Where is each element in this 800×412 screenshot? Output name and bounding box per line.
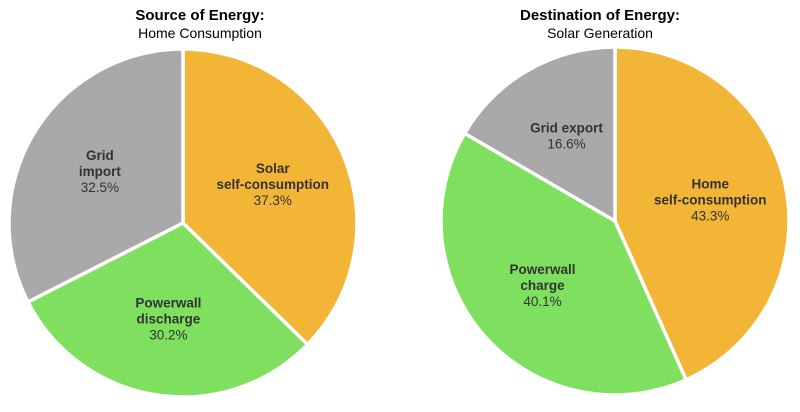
destination-of-energy-chart: Destination of Energy: Solar Generation … xyxy=(400,0,800,412)
slice-value-label: 37.3% xyxy=(254,193,292,208)
chart-subtitle: Home Consumption xyxy=(138,25,262,41)
slice-value-label: 30.2% xyxy=(149,327,187,342)
slice-value-label: 16.6% xyxy=(547,137,585,152)
pie-slice-home-self-consumption xyxy=(613,45,791,382)
pie-slice-grid-import xyxy=(7,47,185,304)
pie-slice-grid-export xyxy=(462,45,617,223)
slice-label: discharge xyxy=(136,311,200,326)
slice-label: self-consumption xyxy=(217,177,330,192)
slice-label: Solar xyxy=(256,161,291,176)
chart-title: Destination of Energy: xyxy=(519,7,680,24)
slice-value-label: 40.1% xyxy=(523,294,561,309)
pie-slice-solar-self-consumption xyxy=(181,47,359,347)
slice-label: Powerwall xyxy=(135,295,201,310)
chart-subtitle: Solar Generation xyxy=(547,25,653,41)
slice-label: charge xyxy=(520,278,565,293)
slice-label: import xyxy=(79,164,122,179)
chart-title: Source of Energy: xyxy=(135,7,265,24)
slice-label: Grid export xyxy=(530,121,603,136)
slice-label: self-consumption xyxy=(654,193,767,208)
slice-label: Grid xyxy=(86,148,114,163)
pie-slice-powerwall-charge xyxy=(439,131,688,397)
slice-label: Powerwall xyxy=(510,262,576,277)
slice-label: Home xyxy=(692,177,730,192)
slice-value-label: 43.3% xyxy=(691,209,729,224)
slice-value-label: 32.5% xyxy=(81,180,119,195)
source-of-energy-chart: Source of Energy: Home Consumption Solar… xyxy=(7,7,359,399)
